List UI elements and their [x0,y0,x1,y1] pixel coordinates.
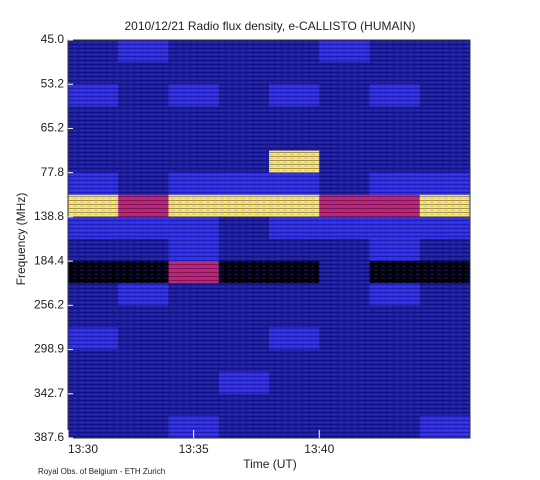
y-tick-label: 387.6 [34,430,64,444]
texture [68,40,470,438]
y-tick-label: 77.8 [41,165,65,179]
x-axis-label: Time (UT) [243,457,297,471]
y-tick-label: 53.2 [41,76,65,90]
footer: Royal Obs. of Belgium - ETH Zurich [38,467,165,476]
y-axis-label: Frequency (MHz) [14,193,28,286]
y-tick-label: 138.8 [34,209,64,223]
x-tick-label: 13:35 [179,442,209,456]
y-tick-label: 298.9 [34,342,64,356]
chart-title: 2010/12/21 Radio flux density, e-CALLIST… [124,19,415,33]
x-tick-label: 13:40 [304,442,334,456]
plot-frame [67,39,471,439]
y-tick-label: 256.2 [34,298,64,312]
y-tick-label: 342.7 [34,386,64,400]
x-tick-label: 13:30 [68,442,98,456]
y-tick-label: 184.4 [34,253,64,267]
y-tick-label: 65.2 [41,121,65,135]
y-tick-label: 45.0 [41,32,65,46]
